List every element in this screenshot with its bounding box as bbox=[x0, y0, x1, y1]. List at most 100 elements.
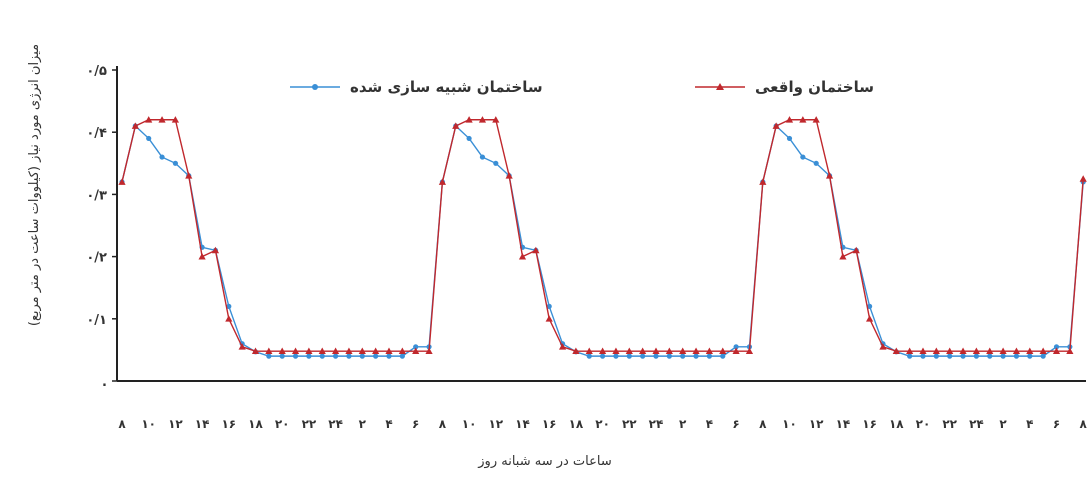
data-point bbox=[800, 154, 806, 160]
data-point bbox=[546, 303, 552, 309]
x-tick-label: ۲۲ bbox=[622, 417, 637, 431]
data-point bbox=[866, 315, 874, 322]
data-point bbox=[1053, 344, 1060, 350]
data-point bbox=[1079, 175, 1087, 182]
data-point bbox=[198, 253, 206, 260]
y-tick-label: ۰/۳ bbox=[86, 188, 107, 203]
data-point bbox=[159, 154, 165, 160]
data-point bbox=[947, 353, 953, 359]
x-axis-title: ساعات در سه شبانه روز bbox=[477, 454, 611, 469]
x-tick-label: ۱۲ bbox=[168, 417, 183, 431]
data-point bbox=[639, 347, 647, 355]
data-point bbox=[892, 347, 900, 355]
y-tick-label: . bbox=[102, 375, 107, 390]
data-point bbox=[266, 353, 272, 359]
data-point bbox=[1039, 347, 1047, 355]
data-point bbox=[518, 253, 527, 260]
data-point bbox=[612, 347, 620, 355]
data-point bbox=[1052, 347, 1061, 355]
series-actual bbox=[118, 116, 1087, 355]
data-point bbox=[1040, 353, 1046, 359]
data-point bbox=[492, 116, 500, 123]
x-tick-label: ۱۶ bbox=[221, 417, 236, 431]
data-point bbox=[372, 347, 380, 355]
data-point bbox=[785, 116, 794, 123]
data-point bbox=[413, 344, 419, 350]
data-point bbox=[438, 178, 446, 185]
x-tick-label: ۶ bbox=[732, 417, 739, 431]
data-point bbox=[425, 347, 433, 355]
data-point bbox=[907, 353, 913, 359]
x-tick-label: ۴ bbox=[385, 417, 392, 431]
data-point bbox=[786, 135, 793, 142]
data-point bbox=[599, 347, 607, 355]
x-tick-label: ۱۰ bbox=[141, 417, 156, 431]
data-point bbox=[906, 347, 914, 355]
data-point bbox=[359, 353, 365, 359]
data-point bbox=[412, 347, 420, 355]
data-point bbox=[772, 122, 780, 129]
x-tick-label: ۸ bbox=[439, 417, 447, 431]
data-point bbox=[1000, 353, 1006, 359]
data-point bbox=[172, 160, 178, 166]
data-point bbox=[1012, 347, 1021, 355]
x-tick-label: ۲ bbox=[359, 417, 367, 431]
data-point bbox=[999, 347, 1007, 355]
data-point bbox=[479, 154, 486, 160]
x-tick-label: ۲۲ bbox=[942, 417, 957, 431]
x-tick-label: ۶ bbox=[412, 417, 419, 431]
data-point bbox=[292, 353, 299, 359]
legend-marker bbox=[716, 83, 724, 90]
data-point bbox=[972, 347, 980, 355]
data-point bbox=[226, 303, 232, 309]
data-point bbox=[225, 315, 233, 322]
data-point bbox=[333, 353, 339, 359]
x-tick-label: ۱۶ bbox=[542, 417, 557, 431]
x-tick-label: ۱۰ bbox=[462, 417, 477, 431]
x-tick-label: ۲۴ bbox=[328, 417, 343, 431]
data-point bbox=[385, 347, 393, 355]
data-point bbox=[318, 347, 326, 355]
data-point bbox=[613, 353, 619, 359]
data-point bbox=[987, 353, 993, 359]
x-tick-label: ۸ bbox=[759, 417, 767, 431]
data-point bbox=[146, 135, 152, 142]
data-point bbox=[1027, 353, 1033, 359]
legend-marker bbox=[312, 84, 318, 90]
x-tick-label: ۱۲ bbox=[488, 417, 503, 431]
data-point bbox=[1026, 347, 1034, 355]
data-point bbox=[466, 135, 472, 142]
data-point bbox=[452, 122, 460, 129]
data-point bbox=[211, 246, 220, 254]
y-tick-label: ۰/۴ bbox=[86, 126, 107, 141]
data-point bbox=[493, 160, 499, 166]
data-point bbox=[745, 347, 754, 355]
series-layer bbox=[118, 116, 1087, 359]
data-point bbox=[532, 246, 540, 254]
data-point bbox=[145, 116, 153, 123]
x-tick-label: ۱۸ bbox=[889, 417, 904, 431]
data-point bbox=[171, 116, 179, 123]
data-point bbox=[720, 353, 726, 359]
data-point bbox=[319, 353, 325, 359]
y-ticks: . ۰/۱ ۰/۲ ۰/۳ ۰/۴ ۰/۵ bbox=[86, 64, 117, 390]
data-point bbox=[358, 347, 366, 355]
data-point bbox=[345, 347, 353, 355]
data-point bbox=[158, 116, 166, 123]
data-point bbox=[478, 116, 487, 123]
data-point bbox=[251, 347, 260, 355]
axes bbox=[116, 66, 1086, 382]
x-tick-label: ۱۴ bbox=[515, 417, 530, 431]
data-point bbox=[278, 347, 286, 355]
data-point bbox=[986, 347, 994, 355]
data-point bbox=[959, 347, 967, 355]
data-point bbox=[932, 347, 940, 355]
data-point bbox=[572, 347, 580, 355]
series-line bbox=[121, 124, 1084, 357]
x-tick-label: ۴ bbox=[706, 417, 713, 431]
data-point bbox=[946, 347, 954, 355]
data-point bbox=[973, 353, 980, 359]
x-tick-label: ۱۰ bbox=[782, 417, 797, 431]
legend-item: ساختمان شبیه سازی شده bbox=[290, 78, 543, 96]
